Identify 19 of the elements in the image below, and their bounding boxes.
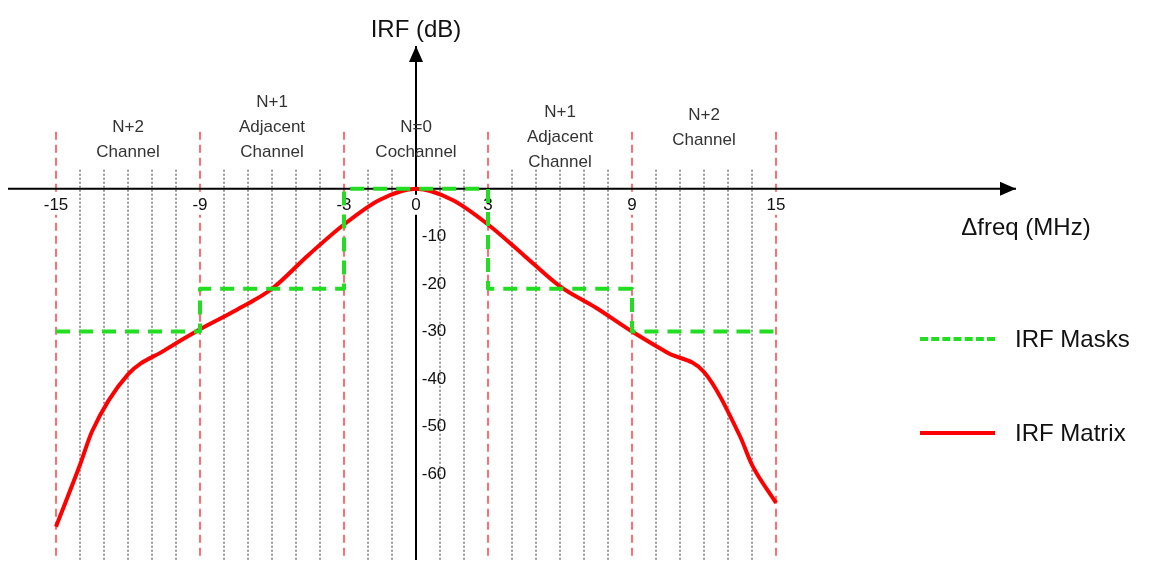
x-tick-label: 0 <box>411 194 421 214</box>
x-tick-label: -15 <box>43 194 69 214</box>
x-tick-label: 15 <box>766 194 786 214</box>
x-tick-label: 9 <box>627 194 637 214</box>
y-tick-label: -30 <box>421 321 447 341</box>
x-tick-label: -9 <box>192 194 208 214</box>
y-tick-label: -60 <box>421 464 447 484</box>
y-tick-label: -40 <box>421 368 447 388</box>
annotation: N+2 Channel <box>672 105 736 150</box>
y-tick-label: -50 <box>421 416 447 436</box>
legend-label: IRF Masks <box>1015 325 1130 353</box>
annotation: N+2 Channel <box>96 117 160 162</box>
y-axis-title: IRF (dB) <box>370 14 462 42</box>
y-tick-label: -20 <box>421 273 447 293</box>
y-tick-label: -10 <box>421 226 447 246</box>
legend-label: IRF Matrix <box>1015 419 1126 447</box>
annotation: N+1 Adjacent Channel <box>238 92 306 162</box>
x-axis-title: Δfreq (MHz) <box>961 213 1091 241</box>
annotation: N+1 Adjacent Channel <box>526 102 594 172</box>
